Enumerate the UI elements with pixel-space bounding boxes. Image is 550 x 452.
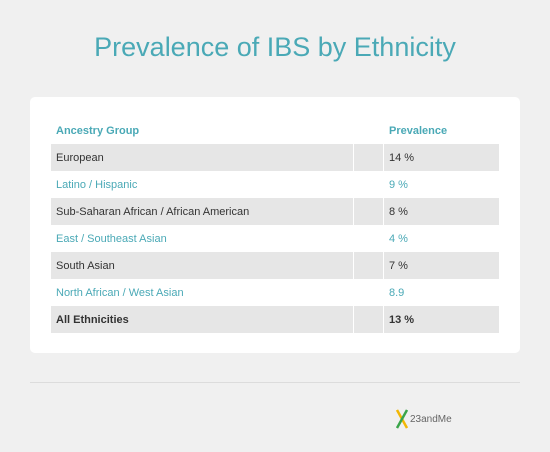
cell: European: [51, 144, 353, 171]
cell: Prevalence: [389, 124, 448, 137]
cell: North African / West Asian: [56, 286, 184, 299]
logo-icon: [396, 409, 408, 429]
cell: 8.9: [389, 286, 405, 299]
cell: Ancestry Group: [56, 124, 140, 137]
table-row: South Asian 7 %: [51, 252, 499, 279]
cell: [354, 171, 383, 198]
logo-text: 23andMe: [410, 413, 452, 425]
table-row: All Ethnicities 13 %: [51, 306, 499, 333]
cell: [354, 279, 383, 306]
table-row: European 14 %: [51, 144, 499, 171]
logo: 23andMe: [396, 408, 452, 430]
cell: [354, 198, 383, 225]
cell: 13 %: [384, 306, 499, 333]
cell: Sub-Saharan African / African American: [51, 198, 353, 225]
cell: [354, 117, 383, 144]
cell: 8 %: [384, 198, 499, 225]
cell: 14 %: [384, 144, 499, 171]
cell: [354, 306, 383, 333]
cell: South Asian: [51, 252, 353, 279]
cell: [354, 144, 383, 171]
table-row: Sub-Saharan African / African American 8 …: [51, 198, 499, 225]
cell: 9 %: [389, 178, 408, 191]
table-row: Latino / Hispanic 9 %: [51, 171, 499, 198]
cell: 7 %: [384, 252, 499, 279]
table-row: East / Southeast Asian 4 %: [51, 225, 499, 252]
cell: East / Southeast Asian: [56, 232, 167, 245]
cell: Latino / Hispanic: [56, 178, 138, 191]
table: Ancestry Group Prevalence European 14 % Lati…: [50, 117, 500, 333]
cell: [354, 225, 383, 252]
table-row: North African / West Asian 8.9: [51, 279, 499, 306]
table-row: Ancestry Group Prevalence: [51, 117, 499, 144]
cell: All Ethnicities: [51, 306, 353, 333]
cell: 4 %: [389, 232, 408, 245]
table-card: Ancestry Group Prevalence European 14 % Lati…: [30, 97, 520, 353]
cell: [354, 252, 383, 279]
title: Prevalence of IBS by Ethnicity: [94, 32, 456, 62]
divider: [30, 382, 520, 383]
